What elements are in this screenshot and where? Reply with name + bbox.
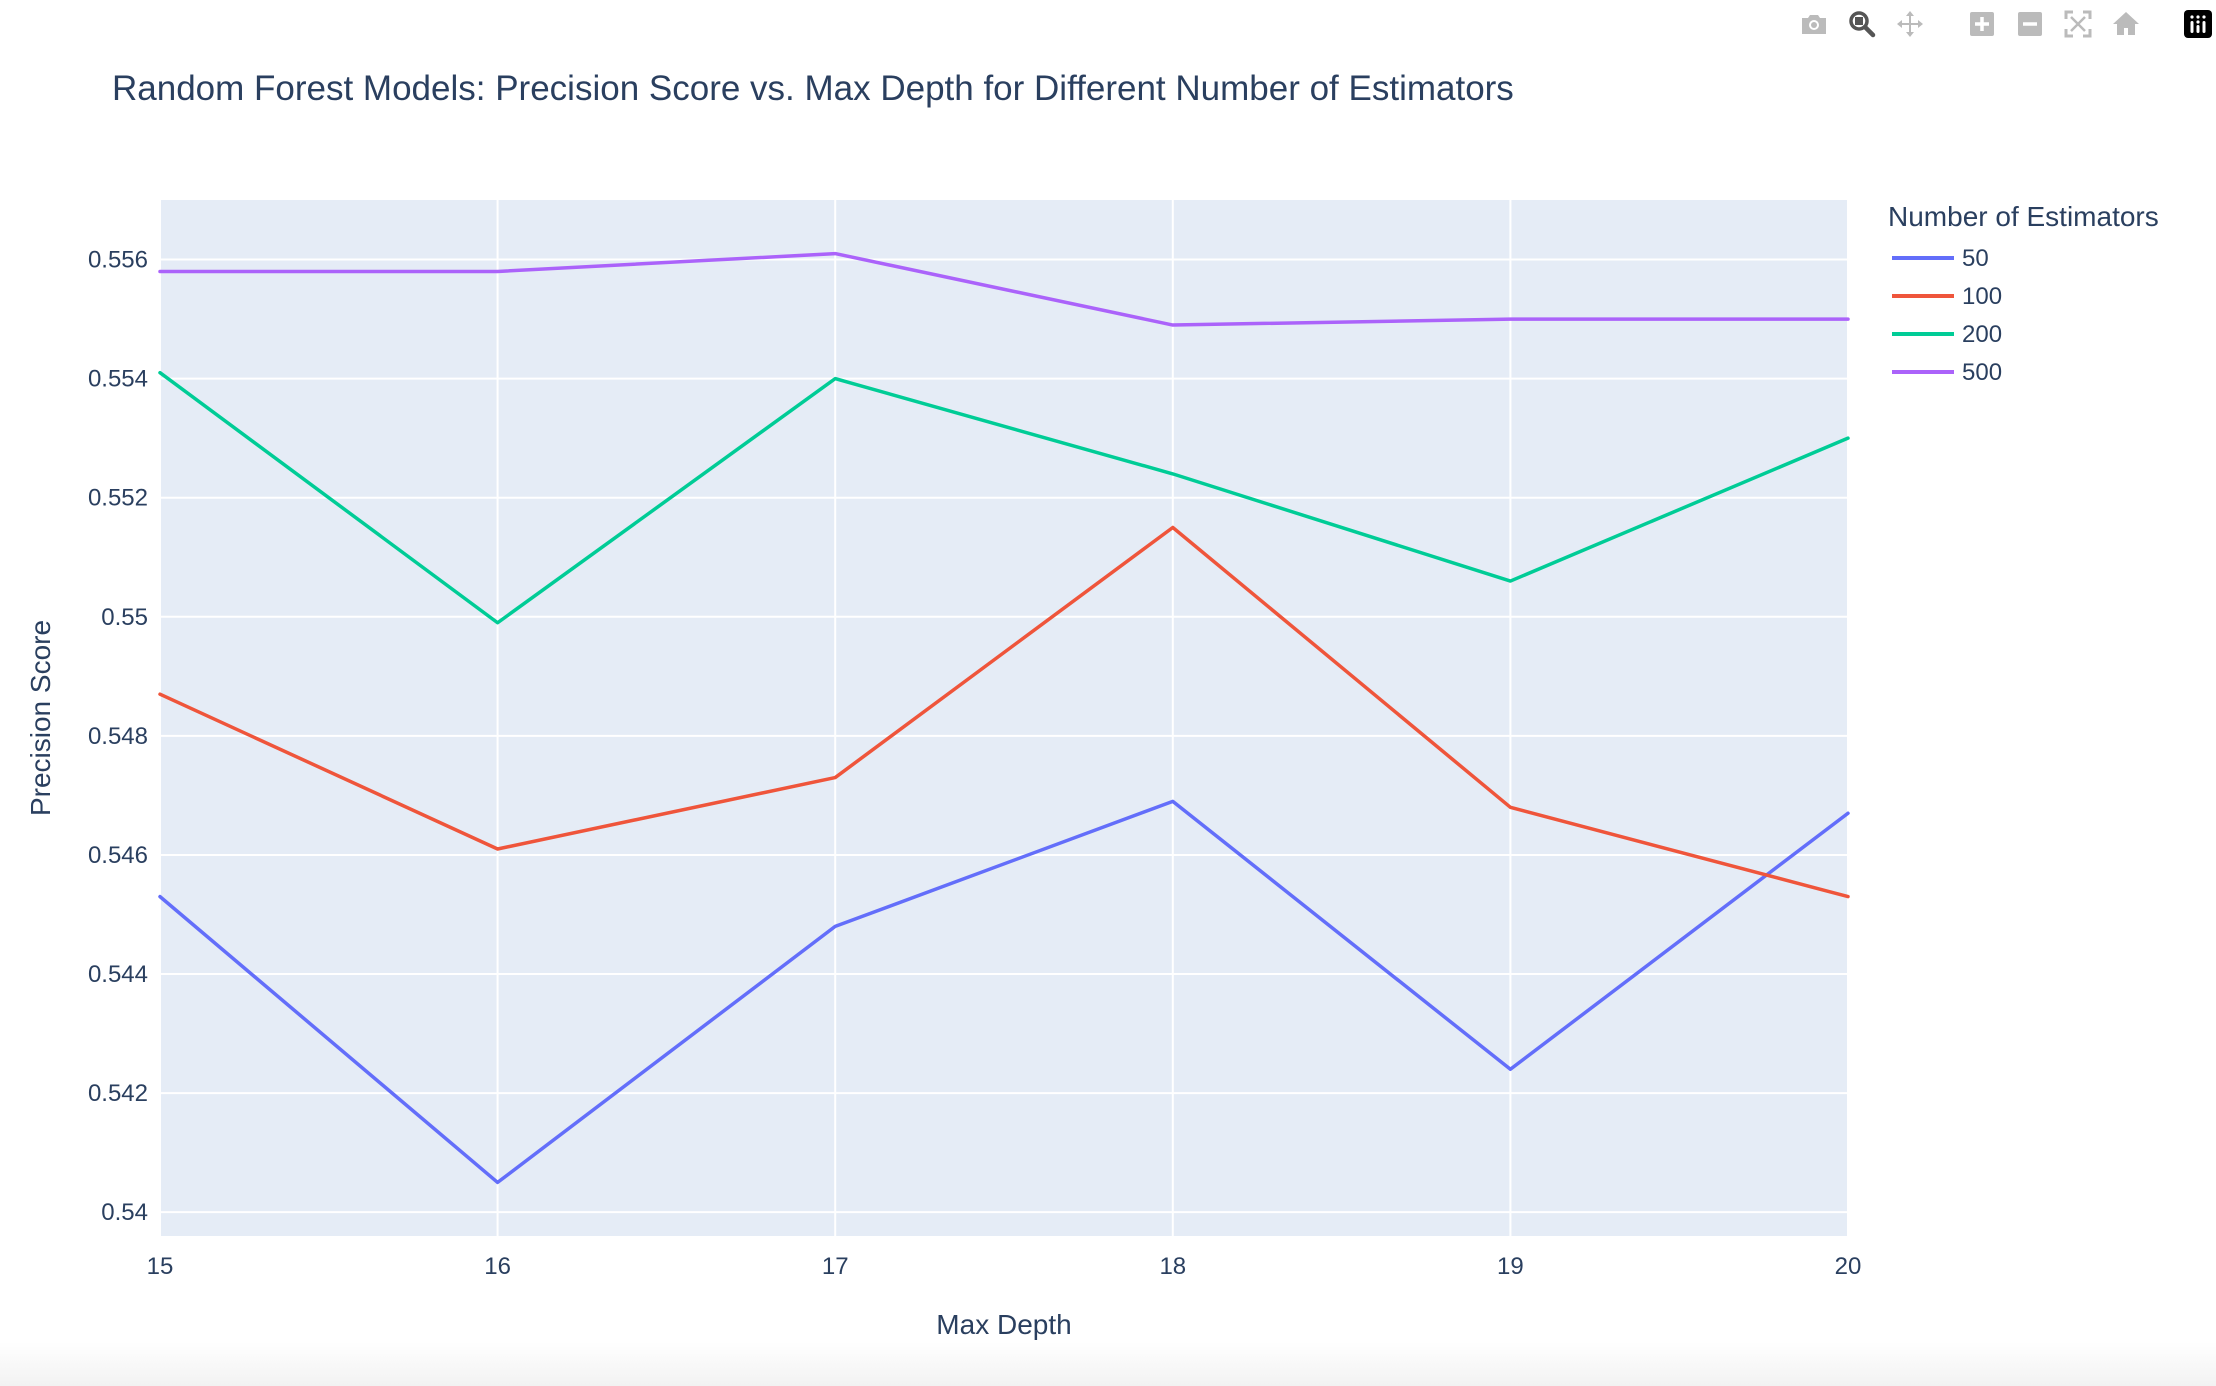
autoscale-button[interactable] bbox=[2060, 6, 2096, 42]
y-tick-label: 0.55 bbox=[101, 604, 148, 631]
x-tick-label: 18 bbox=[1159, 1253, 1186, 1280]
legend: Number of Estimators 50 100 200 500 bbox=[1888, 201, 2159, 386]
y-tick-label: 0.54 bbox=[101, 1199, 148, 1226]
x-axis-label: Max Depth bbox=[936, 1309, 1071, 1340]
zoom-in-icon bbox=[1970, 12, 1994, 36]
y-tick-label: 0.556 bbox=[88, 247, 148, 274]
autoscale-icon bbox=[2064, 10, 2092, 38]
plot-background bbox=[160, 200, 1848, 1236]
zoom-in-button[interactable] bbox=[1964, 6, 2000, 42]
zoom-out-icon bbox=[2018, 12, 2042, 36]
x-tick-label: 16 bbox=[484, 1253, 511, 1280]
legend-item-100[interactable]: 100 bbox=[1892, 283, 2002, 310]
modebar bbox=[1784, 6, 2216, 42]
zoom-button[interactable] bbox=[1844, 6, 1880, 42]
camera-icon bbox=[1802, 15, 1826, 34]
pan-button[interactable] bbox=[1892, 6, 1928, 42]
y-tick-label: 0.546 bbox=[88, 842, 148, 869]
zoom-out-button[interactable] bbox=[2012, 6, 2048, 42]
bottom-shade bbox=[0, 1342, 2216, 1386]
pan-icon bbox=[1897, 11, 1923, 37]
y-axis-label: Precision Score bbox=[25, 620, 56, 816]
legend-title: Number of Estimators bbox=[1888, 201, 2159, 232]
x-tick-label: 19 bbox=[1497, 1253, 1524, 1280]
series-line-50 bbox=[158, 799, 1850, 1185]
legend-item-500[interactable]: 500 bbox=[1892, 359, 2002, 386]
zoom-icon bbox=[1849, 11, 1876, 38]
legend-label: 100 bbox=[1962, 283, 2002, 310]
y-tick-label: 0.548 bbox=[88, 723, 148, 750]
download-plot-button[interactable] bbox=[1796, 6, 1832, 42]
y-tick-label: 0.554 bbox=[88, 366, 148, 393]
series-line-200 bbox=[158, 370, 1850, 625]
y-tick-label: 0.544 bbox=[88, 961, 148, 988]
y-tick-label: 0.552 bbox=[88, 485, 148, 512]
reset-axes-button[interactable] bbox=[2108, 6, 2144, 42]
home-icon bbox=[2113, 12, 2139, 35]
x-tick-label: 20 bbox=[1835, 1253, 1862, 1280]
series-line-500 bbox=[158, 251, 1850, 327]
plotly-logo-icon bbox=[2184, 10, 2212, 38]
y-tick-label: 0.542 bbox=[88, 1080, 148, 1107]
legend-item-200[interactable]: 200 bbox=[1892, 321, 2002, 348]
legend-label: 500 bbox=[1962, 359, 2002, 386]
legend-label: 50 bbox=[1962, 245, 1989, 272]
plotly-logo-button[interactable] bbox=[2180, 6, 2216, 42]
x-tick-label: 17 bbox=[822, 1253, 849, 1280]
legend-label: 200 bbox=[1962, 321, 2002, 348]
legend-item-50[interactable]: 50 bbox=[1892, 245, 1989, 272]
chart-title: Random Forest Models: Precision Score vs… bbox=[112, 69, 1514, 108]
series-line-100 bbox=[158, 525, 1850, 899]
x-tick-label: 15 bbox=[147, 1253, 174, 1280]
